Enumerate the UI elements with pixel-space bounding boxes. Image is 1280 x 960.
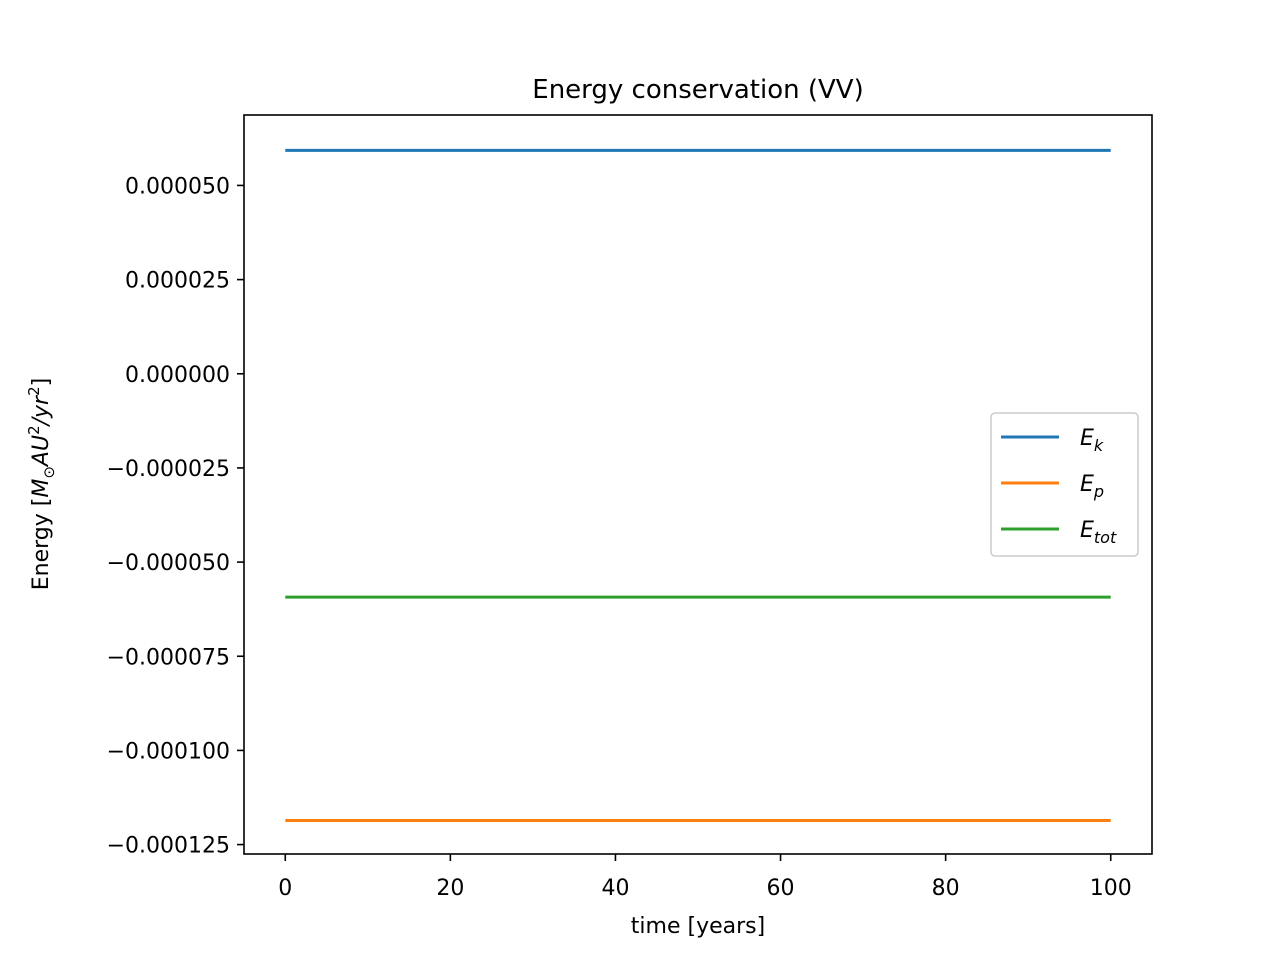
- y-label-suffix: ]: [29, 378, 54, 387]
- y-tick-label: 0.000025: [125, 269, 230, 294]
- legend-label-k: Ek: [1080, 426, 1104, 455]
- y-label-yr: /yr: [29, 394, 54, 427]
- y-tick-label: −0.000050: [107, 551, 230, 576]
- x-axis: 0 20 40 60 80 100: [278, 854, 1132, 901]
- y-label-sun: ⊙: [40, 466, 58, 479]
- y-tick-label: −0.000125: [107, 834, 230, 859]
- x-tick-label: 60: [767, 876, 795, 901]
- y-tick-label: 0.000050: [125, 174, 230, 199]
- y-tick-label: −0.000100: [107, 739, 230, 764]
- y-label-mass: M: [29, 479, 54, 498]
- x-tick-label: 40: [601, 876, 629, 901]
- y-axis: 0.000050 0.000025 0.000000 −0.000025 −0.0000…: [107, 174, 244, 859]
- chart-title: Energy conservation (VV): [532, 75, 863, 105]
- legend-label-tot: Etot: [1080, 518, 1117, 547]
- y-label-sup2: 2: [25, 386, 43, 396]
- x-tick-label: 0: [278, 876, 292, 901]
- legend-box: [990, 412, 1139, 557]
- y-label-prefix: Energy [: [29, 498, 54, 591]
- x-tick-label: 100: [1090, 876, 1132, 901]
- y-tick-label: 0.000000: [125, 363, 230, 388]
- plot-frame: [243, 114, 1153, 855]
- y-tick-label: −0.000075: [107, 645, 230, 670]
- x-tick-label: 20: [436, 876, 464, 901]
- y-tick-label: −0.000025: [107, 457, 230, 482]
- y-label-au: AU: [29, 435, 54, 468]
- y-label-sup1: 2: [25, 425, 43, 435]
- x-tick-label: 80: [932, 876, 960, 901]
- series-layer: [285, 148, 1111, 822]
- legend-label-p: Ep: [1080, 472, 1104, 501]
- y-axis-label: Energy [M⊙AU2/yr2]: [25, 378, 58, 591]
- legend: Ek Ep Etot: [990, 412, 1139, 557]
- x-axis-label: time [years]: [631, 914, 765, 939]
